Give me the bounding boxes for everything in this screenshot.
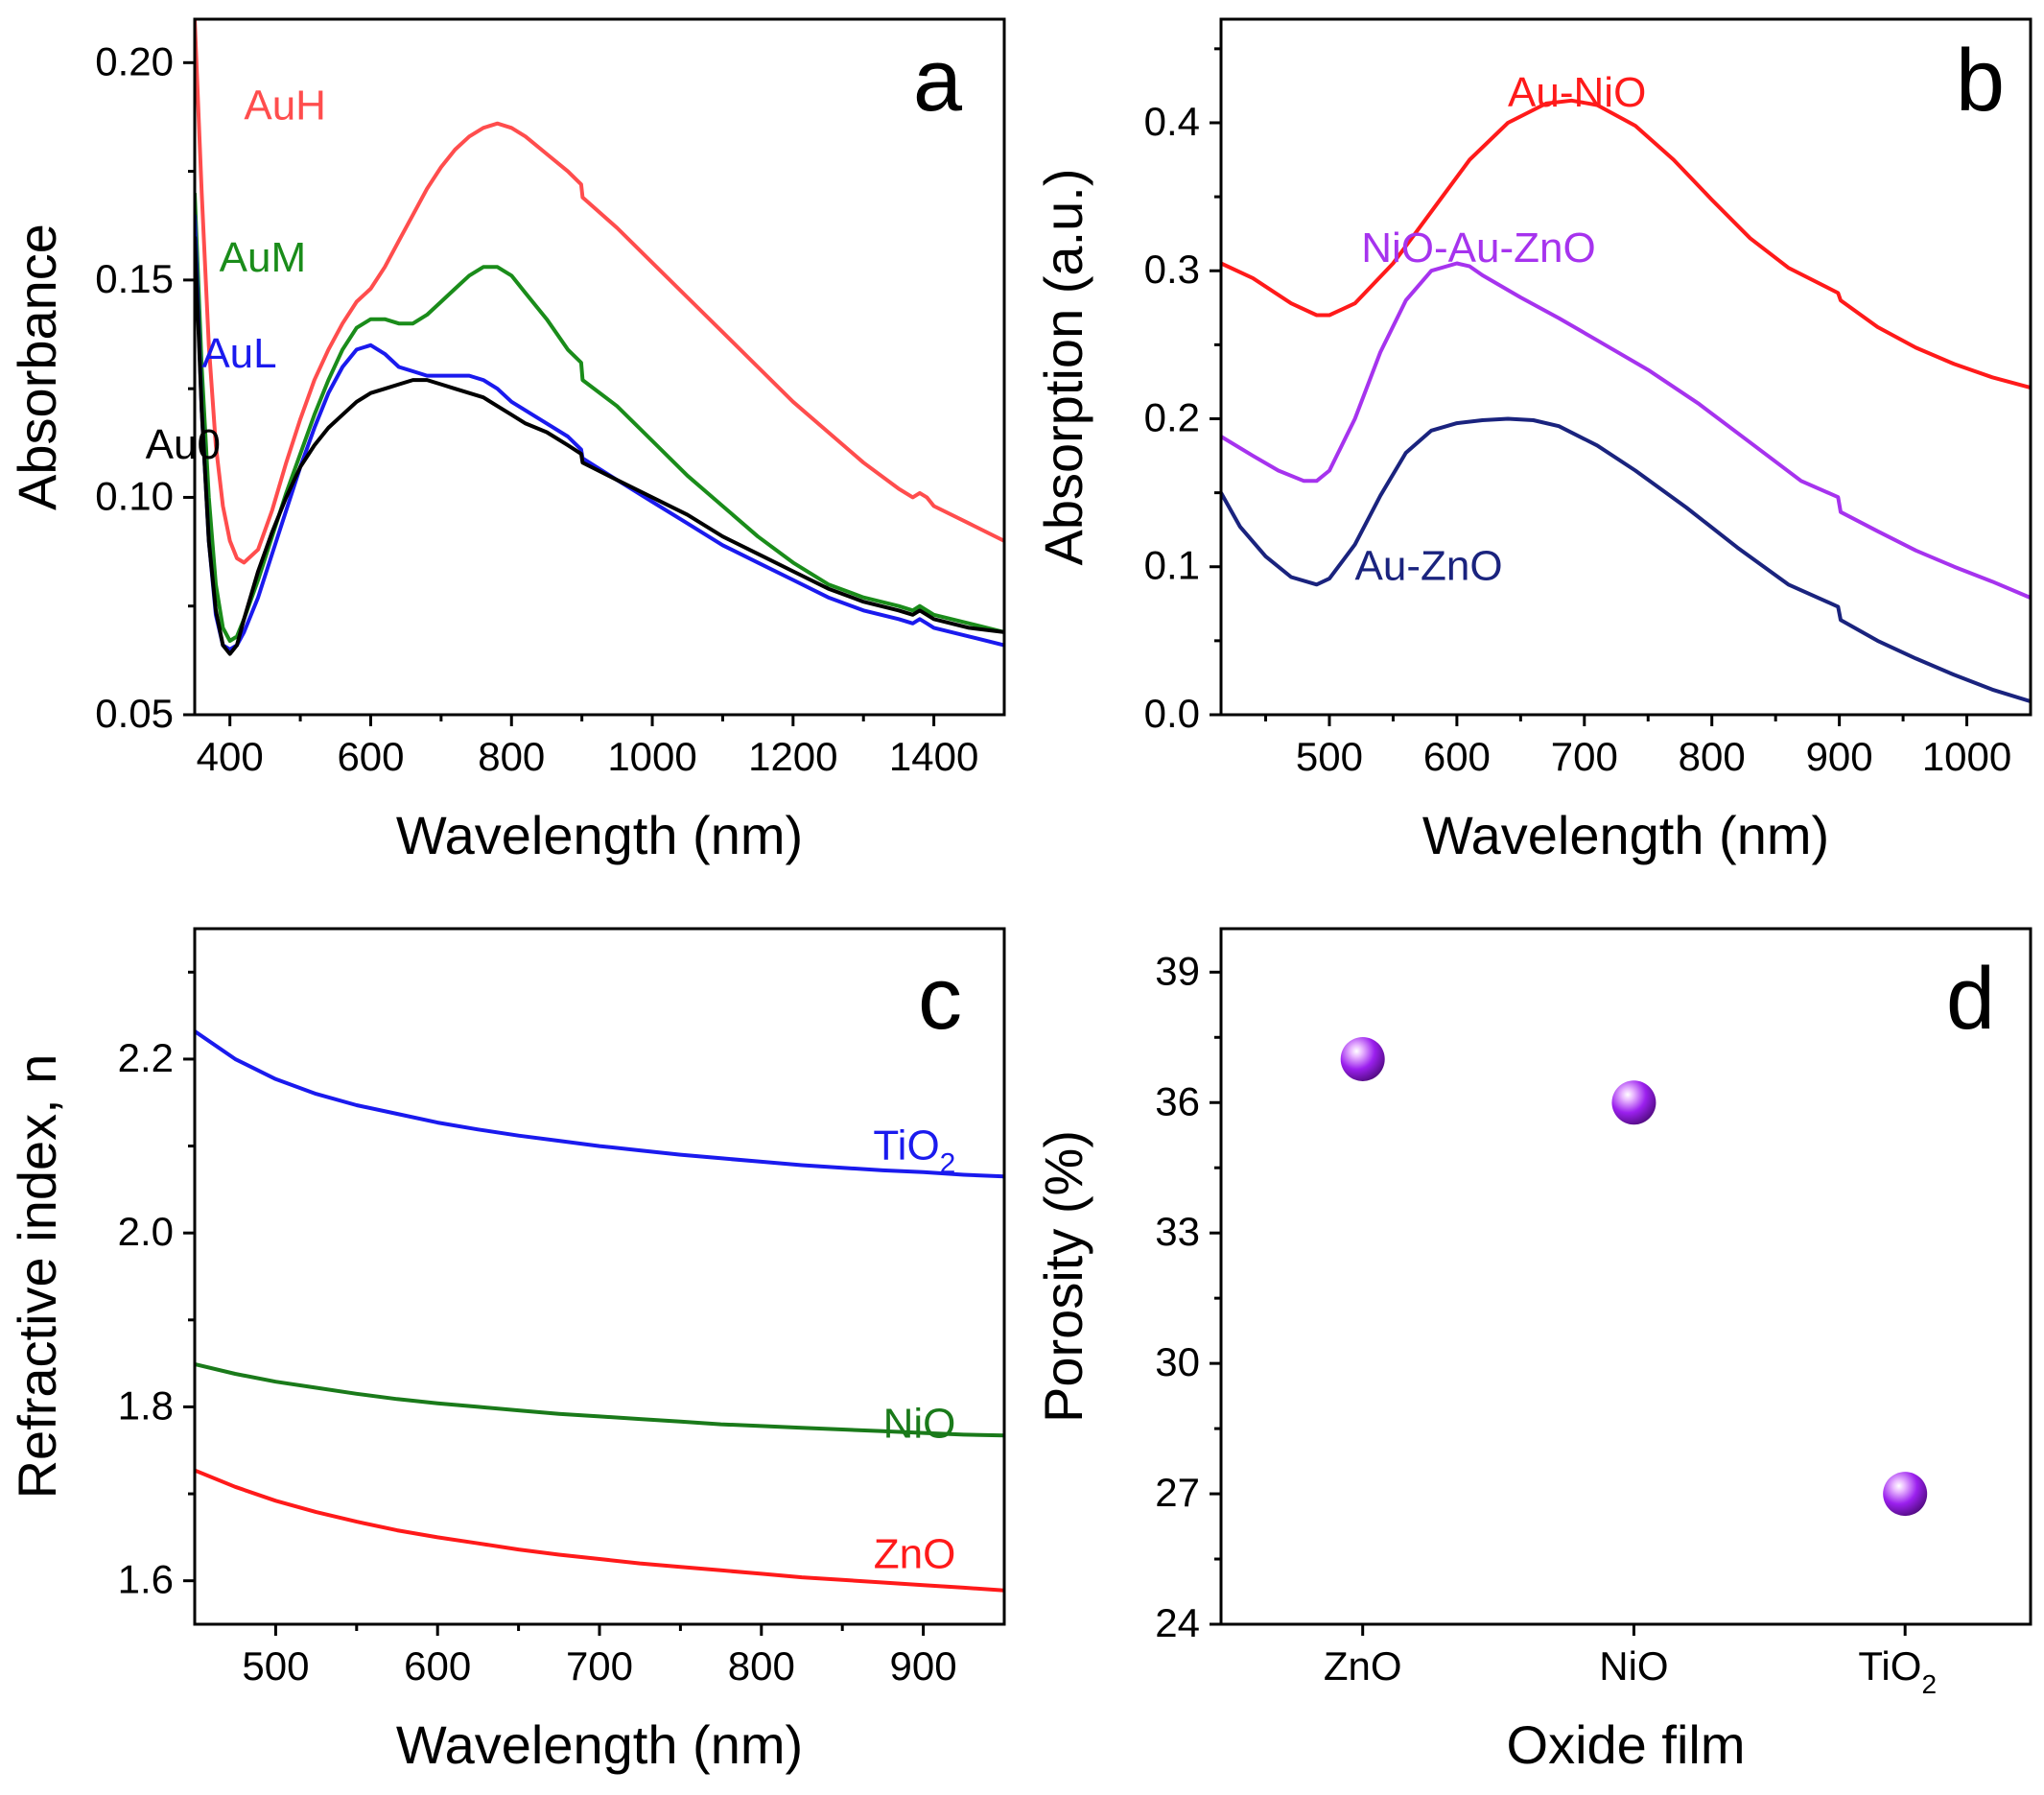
series-line-aul <box>195 214 1004 651</box>
x-axis-label: Wavelength (nm) <box>396 1714 803 1775</box>
axes-frame <box>193 927 1006 1626</box>
series-label-au-nio: Au-NiO <box>1508 69 1646 116</box>
data-point-nio <box>1611 1080 1656 1125</box>
x-tick-label: 900 <box>890 1643 957 1689</box>
x-tick-label: 800 <box>478 734 545 779</box>
x-tick-label: 500 <box>1296 734 1363 779</box>
y-tick-label: 2.2 <box>118 1035 174 1080</box>
panel-label: d <box>1946 950 1995 1048</box>
x-tick-label: 1400 <box>889 734 978 779</box>
panel-d: 24 27 30 33 36 39 ZnO NiO TiO2 Oxide film Porosity… <box>1033 927 2032 1775</box>
x-tick-label: 1000 <box>607 734 696 779</box>
x-tick-label: NiO <box>1599 1643 1668 1689</box>
x-tick-label: 800 <box>1679 734 1746 779</box>
x-tick-label: 600 <box>337 734 404 779</box>
y-tick-label: 0.05 <box>95 691 174 736</box>
x-tick-label-subscript: 2 <box>1921 1669 1937 1699</box>
y-axis-label: Absorption (a.u.) <box>1033 169 1093 566</box>
panel-b: 0.0 0.1 0.2 0.3 0.4 500 600 700 800 900 1000 Wavele… <box>1033 17 2032 865</box>
y-tick-label: 0.3 <box>1144 247 1200 292</box>
y-tick-label: 39 <box>1155 948 1200 993</box>
axes-frame <box>193 17 1006 717</box>
y-axis-label: Porosity (%) <box>1033 1130 1093 1423</box>
series-line-nio-au-zno <box>1221 261 2031 600</box>
series-label-au-zno: Au-ZnO <box>1355 543 1503 590</box>
series-label-subscript: 2 <box>940 1148 956 1180</box>
panel-label: a <box>913 32 963 130</box>
y-tick-label: 0.20 <box>95 38 174 83</box>
axes-frame <box>1219 17 2032 717</box>
y-tick-label: 24 <box>1155 1600 1200 1645</box>
data-point-zno <box>1340 1036 1385 1081</box>
series-label-aul: AuL <box>201 330 276 377</box>
y-tick-label: 1.6 <box>118 1557 174 1602</box>
data-point-tio <box>1883 1472 1928 1517</box>
x-tick-label: TiO2 <box>1858 1643 1937 1699</box>
x-axis-label: Wavelength (nm) <box>1422 805 1829 865</box>
y-tick-label: 0.10 <box>95 473 174 518</box>
y-tick-label: 0.4 <box>1144 99 1200 144</box>
x-tick-label: 1000 <box>1922 734 2011 779</box>
y-tick-label: 0.15 <box>95 256 174 301</box>
series-line-aum <box>195 193 1004 643</box>
y-tick-label: 0.0 <box>1144 691 1200 736</box>
y-tick-label: 1.8 <box>118 1382 174 1428</box>
y-tick-label: 0.2 <box>1144 394 1200 439</box>
series-label-auh: AuH <box>244 83 326 130</box>
axes-frame <box>1219 927 2032 1626</box>
x-tick-label: 700 <box>566 1643 633 1689</box>
panel-label: b <box>1956 32 2005 130</box>
series-label-aum: AuM <box>220 234 306 281</box>
x-tick-label: 500 <box>242 1643 309 1689</box>
x-tick-label: 600 <box>404 1643 471 1689</box>
y-tick-label: 36 <box>1155 1078 1200 1123</box>
x-axis-label: Oxide film <box>1507 1714 1746 1775</box>
panel-c: 1.6 1.8 2.0 2.2 500 600 700 800 900 Wavelength (n… <box>7 927 1006 1775</box>
y-axis-label: Absorbance <box>7 224 67 510</box>
y-tick-label: 30 <box>1155 1339 1200 1384</box>
x-tick-label: 700 <box>1551 734 1618 779</box>
panel-label: c <box>918 950 962 1048</box>
series-label-zno: ZnO <box>874 1531 956 1578</box>
x-tick-label: 400 <box>197 734 264 779</box>
series-line-au0 <box>195 236 1004 656</box>
series-line-tio <box>195 1029 1004 1179</box>
series-line-zno <box>195 1468 1004 1593</box>
y-axis-label: Refractive index, n <box>7 1054 67 1500</box>
x-axis-label: Wavelength (nm) <box>396 805 803 865</box>
y-tick-label: 0.1 <box>1144 543 1200 588</box>
series-label-nio-au-zno: NiO-Au-ZnO <box>1361 224 1595 272</box>
x-tick-label: 900 <box>1806 734 1873 779</box>
x-tick-label: ZnO <box>1324 1643 1402 1689</box>
y-tick-label: 33 <box>1155 1209 1200 1254</box>
x-tick-label: 800 <box>728 1643 795 1689</box>
series-label-nio: NiO <box>883 1401 956 1448</box>
series-label-au0: Au0 <box>146 421 221 468</box>
series-line-nio <box>195 1362 1004 1438</box>
x-tick-label: 600 <box>1423 734 1491 779</box>
y-tick-label: 27 <box>1155 1470 1200 1515</box>
x-tick-label: 1200 <box>748 734 837 779</box>
series-line-auh <box>195 19 1004 565</box>
series-line-au-zno <box>1221 416 2031 704</box>
y-tick-label: 2.0 <box>118 1209 174 1254</box>
panel-a: 0.05 0.10 0.15 0.20 400 600 800 1000 1200 1400 Wav… <box>7 17 1006 865</box>
series-line-au-nio <box>1221 98 2031 390</box>
